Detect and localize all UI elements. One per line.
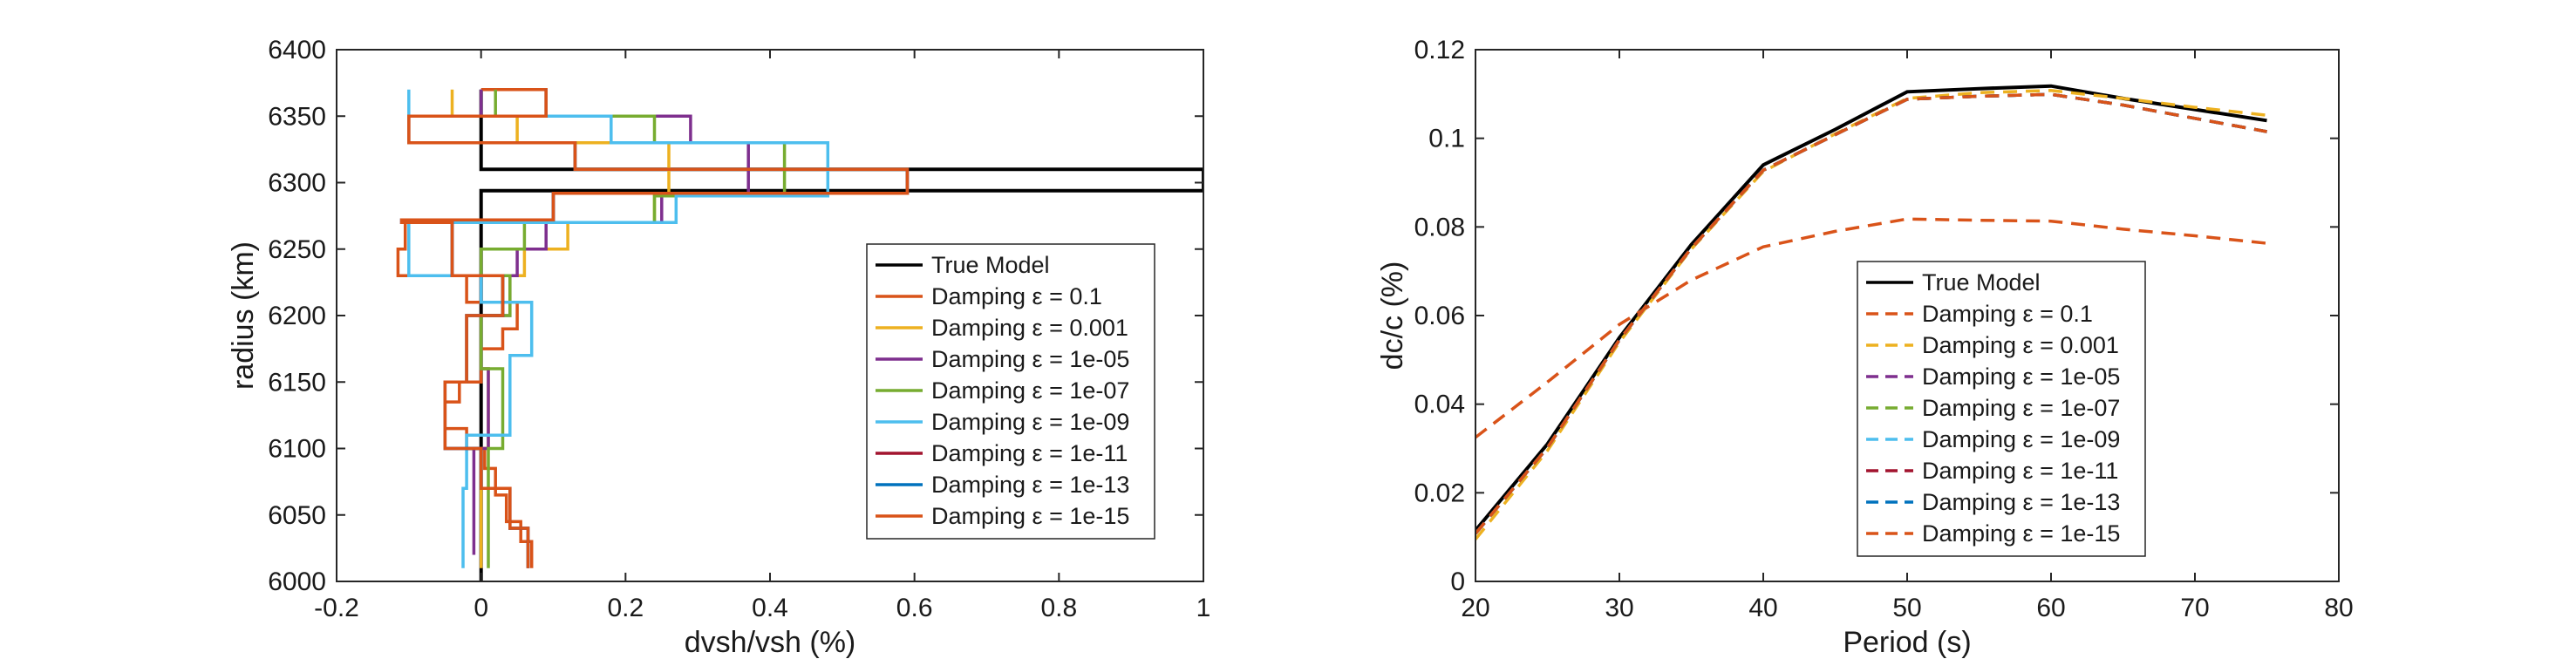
left-axes-box [336, 49, 1204, 582]
left-x-tick-label: 0.2 [607, 594, 644, 622]
chart-left-axes: -0.2 0 0.2 0.4 0.6 0.8 1 6000 6050 6100 6150 6200 62… [227, 36, 1210, 659]
right-y-tick-label: 0.04 [1414, 391, 1465, 419]
right-x-tick-label: 80 [2324, 594, 2353, 622]
right-x-axis-label: Period (s) [1843, 626, 1971, 659]
right-series-group [1475, 84, 2267, 540]
left-legend-label: Damping ε = 1e-13 [931, 472, 1129, 498]
right-legend-label: Damping ε = 1e-09 [1922, 426, 2120, 452]
left-y-tick-label: 6050 [268, 501, 326, 530]
right-legend-label: Damping ε = 1e-07 [1922, 395, 2120, 421]
left-y-tick-label: 6200 [268, 302, 326, 330]
left-legend-label: Damping ε = 1e-05 [931, 346, 1129, 372]
right-x-tick-label: 50 [1892, 594, 1921, 622]
left-y-tick-label: 6000 [268, 567, 326, 596]
left-x-tick-label: 0.6 [896, 594, 933, 622]
right-legend-label: Damping ε = 0.001 [1922, 332, 2119, 358]
left-ticks: -0.2 0 0.2 0.4 0.6 0.8 1 6000 6050 6100 6150 6200 62… [268, 36, 1210, 622]
left-x-axis-label: dvsh/vsh (%) [685, 626, 856, 659]
right-y-tick-label: 0 [1450, 567, 1465, 596]
right-y-tick-label: 0.08 [1414, 213, 1465, 241]
right-legend-label: Damping ε = 1e-05 [1922, 363, 2120, 390]
left-series-line-5 [407, 89, 830, 568]
left-legend: True Model Damping ε = 0.1 Damping ε = 0.0… [866, 243, 1155, 540]
left-y-tick-label: 6300 [268, 169, 326, 198]
right-legend-label: Damping ε = 1e-11 [1922, 458, 2118, 484]
right-y-tick-label: 0.06 [1414, 302, 1465, 330]
left-legend-label: Damping ε = 1e-09 [931, 409, 1129, 435]
right-axes-box [1475, 49, 2340, 582]
right-legend-label: True Model [1922, 269, 2041, 296]
left-y-tick-label: 6250 [268, 235, 326, 264]
right-series-line-1 [1475, 217, 2267, 439]
right-legend-label: Damping ε = 1e-13 [1922, 489, 2120, 515]
right-x-tick-label: 70 [2180, 594, 2209, 622]
left-legend-label: Damping ε = 0.1 [931, 283, 1102, 309]
right-x-tick-label: 30 [1605, 594, 1633, 622]
right-legend: True Model Damping ε = 0.1 Damping ε = 0.0… [1857, 261, 2146, 557]
right-series-line-0 [1475, 84, 2267, 532]
chart-right-axes: 20 30 40 50 60 70 80 0 0.02 0.04 0.06 0.08 0.1 0.12 P… [1376, 36, 2354, 659]
right-y-axis-label: dc/c (%) [1376, 262, 1409, 370]
left-legend-label: Damping ε = 1e-15 [931, 503, 1129, 529]
right-y-tick-label: 0.12 [1414, 36, 1465, 65]
right-legend-label: Damping ε = 1e-15 [1922, 520, 2120, 547]
left-legend-label: Damping ε = 1e-07 [931, 377, 1129, 404]
left-x-tick-label: 0 [474, 594, 488, 622]
left-y-tick-label: 6100 [268, 435, 326, 464]
right-x-tick-label: 60 [2036, 594, 2065, 622]
left-y-tick-label: 6400 [268, 36, 326, 65]
left-x-tick-label: 1 [1196, 594, 1211, 622]
left-legend-label: Damping ε = 0.001 [931, 315, 1128, 341]
left-x-tick-label: 0.8 [1040, 594, 1077, 622]
left-x-tick-label: 0.4 [752, 594, 788, 622]
right-x-tick-label: 40 [1748, 594, 1777, 622]
left-x-tick-label: -0.2 [314, 594, 359, 622]
left-legend-label: Damping ε = 1e-11 [931, 440, 1128, 466]
right-y-tick-label: 0.02 [1414, 479, 1465, 507]
left-series-group [396, 88, 1203, 581]
right-legend-label: Damping ε = 0.1 [1922, 301, 2093, 327]
left-y-tick-label: 6150 [268, 368, 326, 397]
left-y-axis-label: radius (km) [227, 241, 260, 390]
left-series-line-8 [399, 89, 910, 568]
left-legend-label: True Model [931, 252, 1050, 278]
right-ticks: 20 30 40 50 60 70 80 0 0.02 0.04 0.06 0.08 0.1 0.12 [1414, 36, 2354, 622]
right-x-tick-label: 20 [1461, 594, 1489, 622]
left-y-tick-label: 6350 [268, 102, 326, 131]
right-y-tick-label: 0.1 [1428, 125, 1465, 153]
